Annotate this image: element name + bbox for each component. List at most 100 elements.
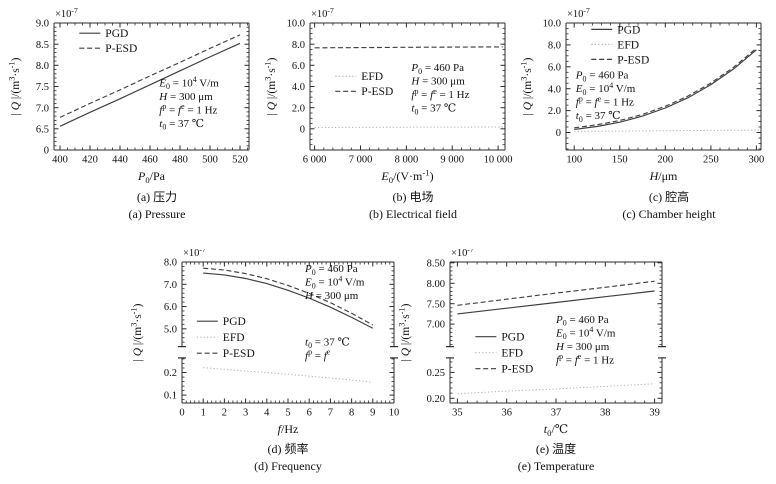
svg-text:7 000: 7 000: [349, 155, 373, 166]
svg-text:0: 0: [300, 124, 305, 135]
svg-text:6.5: 6.5: [36, 124, 49, 135]
svg-text:10 000: 10 000: [484, 155, 513, 166]
subplot-e-temperature: 7.00 7.50 8.00 8.50 0.20 0.25 35 36 37 38 39 PGD EFD…: [394, 249, 676, 475]
svg-text:P0 = 460 Pa: P0 = 460 Pa: [410, 62, 464, 76]
temperature-chart-canvas: 7.00 7.50 8.00 8.50 0.20 0.25 35 36 37 38 39 PGD EFD…: [398, 249, 666, 438]
subplot-b-caption: (b) 电场 (b) Electrical field: [310, 189, 516, 223]
svg-text:480: 480: [172, 155, 188, 166]
svg-text:P-ESD: P-ESD: [105, 43, 137, 55]
svg-text:9: 9: [370, 408, 375, 419]
subplot-c-caption: (c) 腔高 (c) Chamber height: [566, 189, 772, 223]
svg-text:fp = fe = 1 Hz: fp = fe = 1 Hz: [411, 87, 469, 101]
svg-text:10: 10: [389, 408, 400, 419]
svg-text:×10-7: ×10-7: [311, 6, 334, 20]
svg-text:f/Hz: f/Hz: [278, 422, 299, 436]
subplot-d-caption-cn: (d) 频率: [267, 442, 309, 456]
svg-text:×10-7: ×10-7: [451, 249, 474, 259]
svg-text:EFD: EFD: [617, 39, 639, 51]
svg-text:×10-7: ×10-7: [55, 6, 78, 20]
subplot-c-chamber-height: 0 2.0 4.0 6.0 8.0 10.0 100 150 200 250 300 PGD EFD P-…: [516, 3, 772, 223]
svg-text:5.0: 5.0: [164, 324, 177, 335]
svg-text:8: 8: [349, 408, 354, 419]
svg-text:7.0: 7.0: [164, 280, 177, 291]
subplot-a-caption-cn: (a) 压力: [136, 190, 178, 204]
svg-text:PGD: PGD: [501, 332, 524, 344]
svg-text:4: 4: [264, 408, 270, 419]
svg-text:H = 300 μm: H = 300 μm: [304, 290, 359, 302]
svg-text:37: 37: [551, 408, 562, 419]
svg-text:8.0: 8.0: [164, 258, 177, 269]
subplot-a-caption: (a) 压力 (a) Pressure: [54, 189, 260, 223]
svg-text:P-ESD: P-ESD: [617, 54, 649, 66]
svg-text:t0 = 37 ℃: t0 = 37 ℃: [576, 110, 621, 124]
svg-text:7.5: 7.5: [36, 82, 49, 93]
svg-text:8.0: 8.0: [548, 41, 561, 52]
svg-text:440: 440: [112, 155, 128, 166]
svg-text:200: 200: [657, 155, 673, 166]
svg-text:36: 36: [501, 408, 512, 419]
subplot-e-caption-cn: (e) 温度: [535, 442, 577, 456]
svg-text:4.0: 4.0: [548, 84, 561, 95]
svg-text:420: 420: [82, 155, 98, 166]
svg-text:1: 1: [201, 408, 206, 419]
svg-text:×10-7: ×10-7: [567, 6, 590, 20]
svg-text:fp = fe = 1 Hz: fp = fe = 1 Hz: [159, 102, 217, 116]
svg-text:400: 400: [52, 155, 68, 166]
svg-text:H = 300 μm: H = 300 μm: [410, 76, 465, 88]
svg-text:P-ESD: P-ESD: [361, 86, 393, 98]
svg-text:fp = fe = 1 Hz: fp = fe = 1 Hz: [556, 352, 614, 366]
svg-text:39: 39: [649, 408, 660, 419]
svg-text:EFD: EFD: [223, 332, 245, 344]
svg-text:0.20: 0.20: [427, 394, 445, 405]
svg-text:300: 300: [749, 155, 765, 166]
svg-text:0.2: 0.2: [164, 368, 177, 379]
svg-text:6: 6: [307, 408, 312, 419]
svg-text:0.1: 0.1: [164, 391, 177, 402]
svg-text:H = 300 μm: H = 300 μm: [555, 341, 610, 353]
svg-text:P-ESD: P-ESD: [501, 364, 533, 376]
svg-text:8.0: 8.0: [292, 40, 305, 51]
svg-text:| Q |/(m3·s-1): | Q |/(m3·s-1): [130, 303, 144, 361]
svg-text:7.50: 7.50: [427, 299, 445, 310]
svg-text:6.0: 6.0: [292, 61, 305, 72]
svg-text:P0 = 460 Pa: P0 = 460 Pa: [304, 263, 358, 277]
svg-text:3: 3: [243, 408, 248, 419]
svg-text:| Q |/(m3·s-1): | Q |/(m3·s-1): [8, 57, 22, 115]
svg-text:6.0: 6.0: [548, 62, 561, 73]
svg-text:P-ESD: P-ESD: [223, 348, 255, 360]
svg-text:0: 0: [44, 146, 49, 157]
svg-text:H = 300 μm: H = 300 μm: [158, 91, 213, 103]
svg-text:E0 = 104 V/m: E0 = 104 V/m: [575, 81, 636, 97]
svg-text:4.0: 4.0: [292, 82, 305, 93]
svg-text:H/μm: H/μm: [649, 169, 678, 183]
svg-text:5: 5: [285, 408, 290, 419]
svg-text:7: 7: [328, 408, 333, 419]
svg-text:9 000: 9 000: [440, 155, 464, 166]
svg-text:35: 35: [452, 408, 463, 419]
svg-text:460: 460: [142, 155, 158, 166]
svg-text:2: 2: [222, 408, 227, 419]
svg-text:8 000: 8 000: [395, 155, 419, 166]
svg-text:8.0: 8.0: [36, 61, 49, 72]
svg-text:PGD: PGD: [105, 28, 128, 40]
subplot-d-caption: (d) 频率 (d) Frequency: [182, 441, 394, 475]
subplot-d-frequency: 5.0 6.0 7.0 8.0 0.1 0.2 0 1 2 3 4 5 6 7 8 9 10 PGD EFD P-ES…: [126, 249, 408, 475]
svg-text:0: 0: [556, 128, 561, 139]
subplot-e-caption: (e) 温度 (e) Temperature: [450, 441, 662, 475]
svg-text:P0/Pa: P0/Pa: [137, 169, 166, 185]
svg-text:EFD: EFD: [361, 71, 383, 83]
svg-text:38: 38: [600, 408, 611, 419]
svg-text:| Q |/(m3·s-1): | Q |/(m3·s-1): [264, 57, 278, 115]
subplot-d-caption-en: (d) Frequency: [254, 459, 322, 473]
svg-text:| Q |/(m3·s-1): | Q |/(m3·s-1): [520, 57, 534, 115]
pressure-chart-canvas: 0 6.5 7.0 7.5 8.0 8.5 9.0 400 420 440 460 480 500 520…: [8, 6, 250, 185]
svg-text:2.0: 2.0: [292, 103, 305, 114]
svg-text:t0/℃: t0/℃: [544, 422, 568, 438]
svg-text:9.0: 9.0: [36, 19, 49, 30]
svg-text:150: 150: [612, 155, 628, 166]
svg-text:fp = fe = 1 Hz: fp = fe = 1 Hz: [576, 95, 634, 109]
svg-text:6.0: 6.0: [164, 302, 177, 313]
svg-text:EFD: EFD: [501, 348, 523, 360]
svg-text:P0 = 460 Pa: P0 = 460 Pa: [575, 70, 629, 84]
svg-text:PGD: PGD: [617, 24, 640, 36]
